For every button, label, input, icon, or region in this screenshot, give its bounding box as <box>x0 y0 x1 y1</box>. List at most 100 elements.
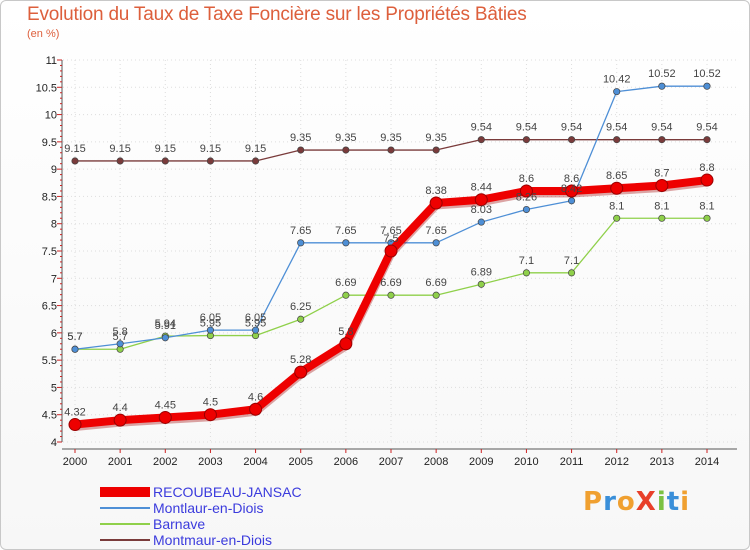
data-point <box>339 337 353 351</box>
x-tick-label: 2005 <box>288 456 312 468</box>
data-label: 8.6 <box>519 173 534 185</box>
data-point <box>613 88 621 96</box>
logo-letter: r <box>603 487 617 517</box>
data-point <box>252 326 260 334</box>
data-point <box>613 136 621 144</box>
data-point <box>477 280 485 288</box>
data-label: 6.05 <box>245 312 266 324</box>
y-tick-label: 8.5 <box>42 191 57 203</box>
x-tick-label: 2003 <box>198 456 222 468</box>
data-point <box>387 291 395 299</box>
data-label: 4.6 <box>248 391 263 403</box>
y-tick-label: 4.5 <box>42 410 57 422</box>
data-label: 4.5 <box>203 397 218 409</box>
data-point <box>297 239 305 247</box>
x-tick-label: 2013 <box>650 456 674 468</box>
data-point <box>658 136 666 144</box>
data-label: 9.15 <box>109 143 130 155</box>
y-tick-label: 6.5 <box>42 301 57 313</box>
data-point <box>161 157 169 165</box>
data-label: 7.65 <box>290 225 311 237</box>
data-label: 6.69 <box>425 277 446 289</box>
x-tick-label: 2014 <box>695 456 719 468</box>
data-point <box>432 146 440 154</box>
data-label: 7.1 <box>519 255 534 267</box>
data-label: 5.28 <box>290 354 311 366</box>
x-tick-label: 2010 <box>514 456 538 468</box>
data-point <box>161 334 169 342</box>
data-point <box>297 146 305 154</box>
legend-label: Montlaur-en-Diois <box>153 500 264 516</box>
data-point <box>565 184 579 198</box>
data-point <box>610 181 624 195</box>
data-label: 10.42 <box>603 74 631 86</box>
legend-swatch <box>100 539 150 541</box>
data-label: 10.52 <box>648 68 676 80</box>
data-label: 8.44 <box>471 182 492 194</box>
legend-swatch <box>100 507 150 509</box>
data-label: 5.91 <box>155 320 176 332</box>
chart-title: Evolution du Taux de Taxe Foncière sur l… <box>27 4 527 25</box>
legend-label: Montmaur-en-Diois <box>153 532 273 548</box>
data-label: 8.1 <box>609 200 624 212</box>
data-label: 8.6 <box>564 173 579 185</box>
logo-letter: i <box>680 487 691 517</box>
data-label: 7.65 <box>425 225 446 237</box>
data-label: 8.65 <box>606 170 627 182</box>
y-tick-label: 9 <box>51 164 57 176</box>
data-point <box>342 239 350 247</box>
data-label: 4.4 <box>112 402 127 414</box>
data-point <box>158 410 172 424</box>
data-point <box>68 418 82 432</box>
data-point <box>613 214 621 222</box>
data-label: 6.69 <box>380 277 401 289</box>
data-point <box>294 365 308 379</box>
data-label: 7.65 <box>335 225 356 237</box>
data-label: 5.8 <box>338 326 353 338</box>
data-label: 7.65 <box>380 225 401 237</box>
data-label: 5.7 <box>67 331 82 343</box>
data-label: 9.15 <box>245 143 266 155</box>
data-point <box>474 193 488 207</box>
data-point <box>477 218 485 226</box>
data-label: 8.42 <box>561 183 582 195</box>
logo-letter: i <box>656 487 667 517</box>
y-tick-label: 6 <box>51 328 57 340</box>
data-point <box>703 82 711 90</box>
data-label: 9.35 <box>335 132 356 144</box>
data-label: 9.54 <box>471 122 492 134</box>
data-point <box>522 269 530 277</box>
data-label: 9.15 <box>200 143 221 155</box>
x-tick-label: 2011 <box>560 456 584 468</box>
y-tick-label: 5 <box>51 382 57 394</box>
proxiti-logo: ProXiti <box>583 487 690 517</box>
legend-swatch <box>100 523 150 525</box>
y-tick-label: 11 <box>46 55 57 67</box>
data-point <box>252 157 260 165</box>
legend-label: Barnave <box>153 516 206 532</box>
data-label: 7.5 <box>383 233 398 245</box>
data-point <box>203 408 217 422</box>
data-point <box>522 136 530 144</box>
data-label: 8.7 <box>654 168 669 180</box>
y-tick-label: 7.5 <box>42 246 57 258</box>
data-point <box>384 244 398 258</box>
logo-letter: P <box>583 487 604 517</box>
data-point <box>703 136 711 144</box>
data-point <box>113 413 127 427</box>
x-tick-label: 2007 <box>379 456 403 468</box>
data-point <box>71 345 79 353</box>
data-point <box>297 315 305 323</box>
data-label: 9.35 <box>290 132 311 144</box>
y-tick-label: 8 <box>51 219 57 231</box>
data-label: 9.54 <box>651 122 672 134</box>
data-label: 5.94 <box>155 318 176 330</box>
data-label: 10.52 <box>693 68 721 80</box>
x-tick-label: 2009 <box>469 456 493 468</box>
y-tick-label: 4 <box>51 437 57 449</box>
data-point <box>429 196 443 210</box>
y-tick-label: 5.5 <box>42 355 57 367</box>
data-point <box>206 157 214 165</box>
data-label: 8.1 <box>654 200 669 212</box>
